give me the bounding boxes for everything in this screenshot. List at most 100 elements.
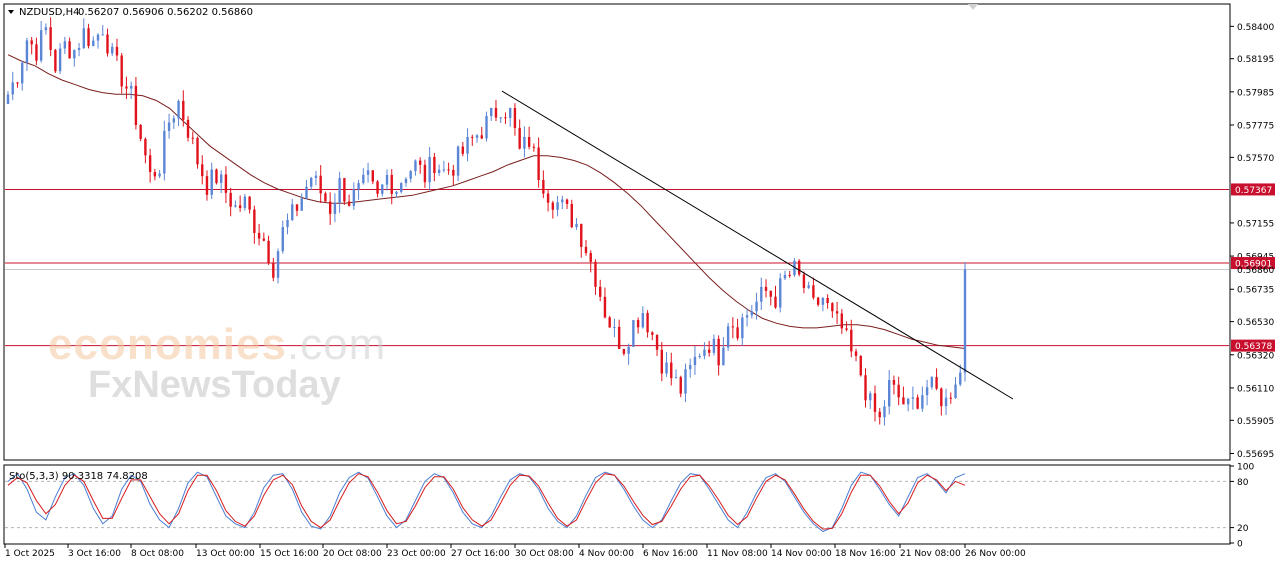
candle bbox=[77, 42, 81, 57]
candle bbox=[508, 107, 512, 127]
candle bbox=[679, 375, 682, 398]
candle bbox=[433, 152, 436, 182]
candle bbox=[167, 113, 171, 139]
candle-body bbox=[286, 219, 289, 228]
stoch-tick-label: 0 bbox=[1237, 540, 1243, 550]
candle-body bbox=[632, 320, 635, 347]
candle bbox=[551, 200, 555, 219]
candle-body bbox=[423, 164, 427, 183]
candle-body bbox=[959, 372, 962, 385]
candle-body bbox=[73, 50, 76, 59]
candle-body bbox=[670, 362, 673, 379]
candle bbox=[291, 198, 294, 222]
candle-body bbox=[366, 170, 370, 175]
candle-body bbox=[679, 377, 682, 394]
candle bbox=[343, 177, 346, 205]
candle bbox=[651, 331, 654, 341]
candle-body bbox=[902, 397, 905, 405]
price-tick-label: 0.56530 bbox=[1237, 318, 1274, 328]
candle-body bbox=[603, 296, 607, 318]
candle bbox=[54, 48, 57, 74]
price-tick-label: 0.58195 bbox=[1237, 55, 1274, 65]
candle bbox=[87, 23, 90, 49]
candle-body bbox=[935, 377, 938, 389]
level-price-tag bbox=[1231, 183, 1275, 196]
candle bbox=[816, 296, 820, 307]
candle bbox=[418, 157, 422, 174]
candle bbox=[717, 335, 720, 376]
candle bbox=[906, 397, 910, 412]
time-tick-label: 8 Oct 08:00 bbox=[131, 549, 184, 559]
candle-body bbox=[276, 251, 280, 278]
watermark-brand: economies.com bbox=[48, 320, 386, 370]
candle-body bbox=[599, 286, 602, 297]
candle bbox=[456, 145, 460, 182]
candle bbox=[617, 319, 621, 350]
price-tick-label: 0.57775 bbox=[1237, 122, 1274, 132]
candle-body bbox=[774, 296, 777, 308]
candle-body bbox=[300, 198, 303, 211]
candle-body bbox=[802, 274, 806, 288]
candle-body bbox=[418, 160, 422, 165]
candle-body bbox=[944, 397, 948, 407]
candle-body bbox=[63, 41, 67, 49]
candle bbox=[215, 168, 218, 185]
candle bbox=[333, 193, 337, 223]
candle bbox=[186, 116, 190, 142]
candle bbox=[219, 170, 223, 194]
candle bbox=[262, 232, 266, 242]
candle bbox=[96, 33, 100, 49]
level-price-tag bbox=[1231, 257, 1275, 270]
candle bbox=[565, 198, 569, 209]
candles-layer bbox=[6, 17, 967, 426]
candle bbox=[594, 259, 597, 295]
candle bbox=[532, 143, 536, 152]
candle-body bbox=[475, 135, 479, 138]
candle-body bbox=[333, 202, 337, 214]
candle-body bbox=[655, 334, 659, 350]
candle-body bbox=[376, 181, 379, 194]
resistance-trendline[interactable] bbox=[501, 90, 1014, 400]
candle bbox=[73, 49, 76, 67]
candle-body bbox=[831, 303, 834, 312]
candle bbox=[428, 147, 431, 190]
candle bbox=[466, 128, 469, 162]
candle-body bbox=[153, 171, 157, 177]
candle-body bbox=[887, 380, 891, 407]
candle-body bbox=[532, 146, 536, 148]
symbol-dropdown-icon[interactable] bbox=[8, 10, 14, 14]
time-tick-label: 14 Nov 00:00 bbox=[771, 549, 832, 559]
candle-body bbox=[357, 183, 360, 190]
candle bbox=[608, 315, 611, 328]
candle-body bbox=[627, 346, 630, 354]
price-tick-label: 0.57570 bbox=[1237, 154, 1274, 164]
candle bbox=[698, 353, 701, 359]
candle bbox=[257, 223, 261, 246]
candle bbox=[16, 82, 19, 88]
candle bbox=[196, 136, 199, 169]
price-tick-label: 0.57985 bbox=[1237, 88, 1274, 98]
candle-body bbox=[229, 192, 232, 207]
candle-body bbox=[736, 327, 739, 339]
candle-body bbox=[115, 46, 119, 56]
candle-body bbox=[324, 193, 327, 202]
candle-body bbox=[310, 177, 313, 187]
candle bbox=[646, 310, 649, 338]
candle-body bbox=[447, 169, 450, 171]
candle-body bbox=[584, 246, 588, 253]
candle-body bbox=[466, 136, 469, 154]
candle bbox=[158, 170, 161, 179]
scroll-marker-icon[interactable] bbox=[968, 4, 978, 10]
candle bbox=[423, 159, 427, 188]
candle bbox=[295, 204, 299, 217]
candle-body bbox=[594, 261, 597, 287]
candle-body bbox=[49, 27, 52, 50]
candle-body bbox=[442, 169, 446, 171]
candle-body bbox=[916, 397, 919, 409]
candle-body bbox=[295, 204, 299, 211]
candle bbox=[182, 90, 185, 127]
candle-body bbox=[395, 191, 398, 194]
candle-body bbox=[617, 326, 621, 349]
candle bbox=[63, 36, 67, 55]
candle-body bbox=[779, 278, 782, 308]
